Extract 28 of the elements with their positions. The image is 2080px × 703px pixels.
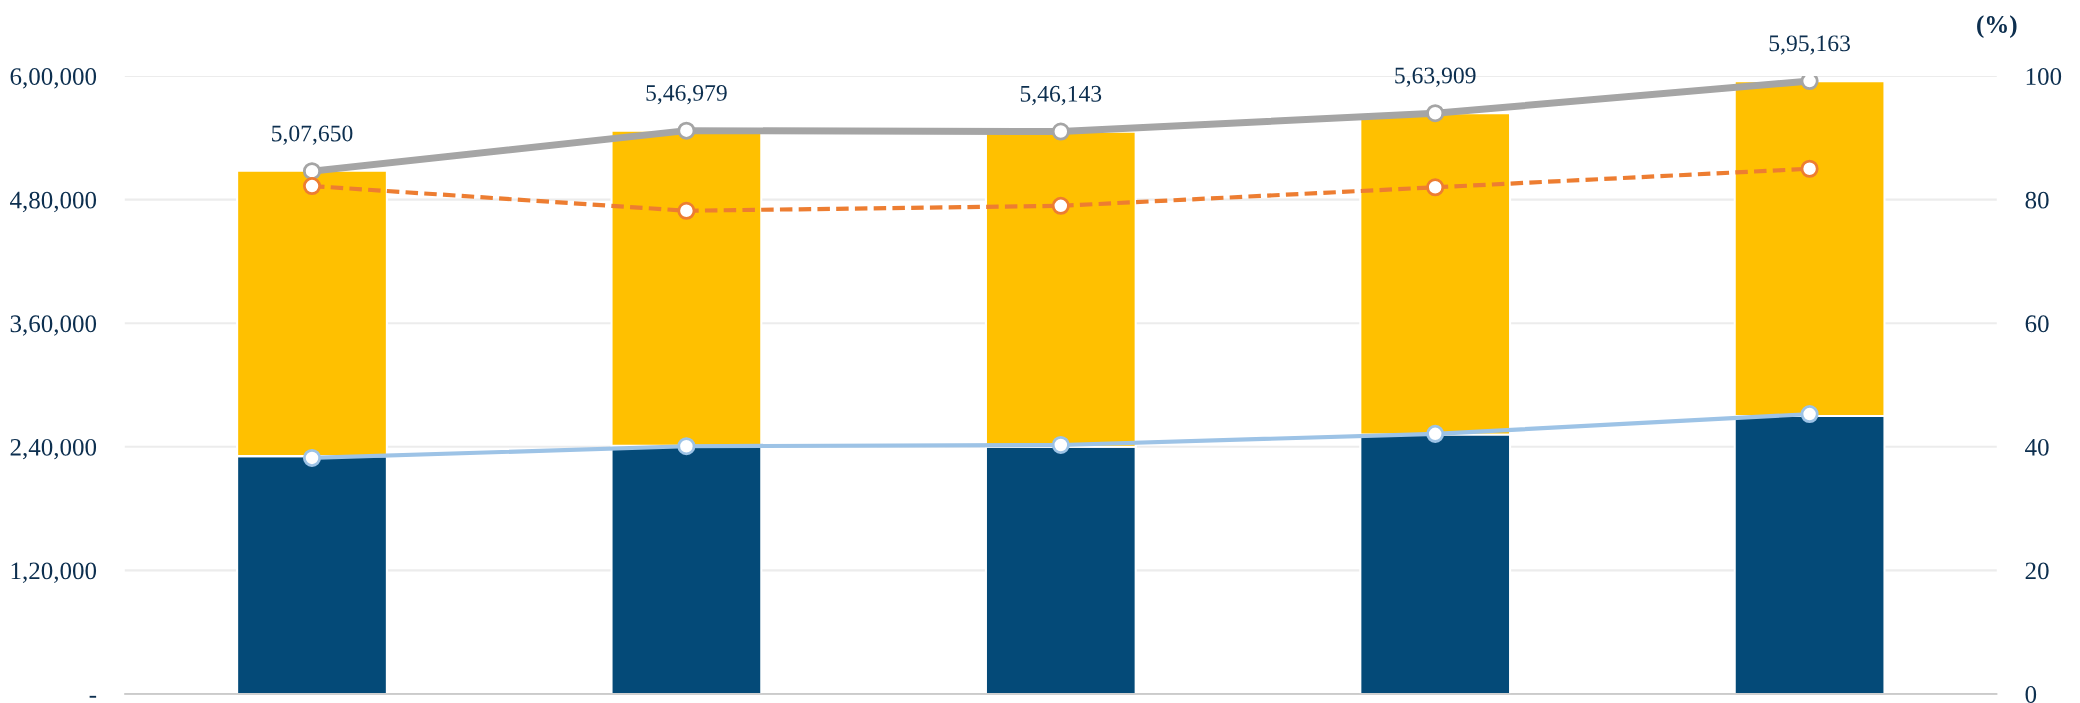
point bbox=[1051, 196, 1070, 215]
point bbox=[677, 201, 696, 220]
point bbox=[1051, 435, 1070, 454]
y-tick-label: - bbox=[89, 695, 97, 698]
y-tick-label: 2,40,000 bbox=[10, 438, 97, 460]
y2-axis-title: (%) bbox=[1977, 15, 2017, 38]
point bbox=[677, 437, 696, 456]
data-label: 5,95,163 bbox=[1769, 35, 1850, 55]
data-label: 5,46,979 bbox=[646, 85, 727, 105]
data-label: 5,07,650 bbox=[272, 125, 353, 145]
data-label: 5,63,909 bbox=[1395, 67, 1476, 87]
point bbox=[1426, 424, 1445, 443]
point bbox=[1426, 178, 1445, 197]
y-tick-label: 1,20,000 bbox=[11, 562, 97, 583]
y-tick-label: 6,00,000 bbox=[10, 68, 97, 89]
y2-tick-label: 40 bbox=[2025, 438, 2049, 456]
y2-tick-label: 20 bbox=[2025, 562, 2049, 580]
y2-tick-label: 100 bbox=[2026, 68, 2062, 85]
y2-tick-label: 60 bbox=[2025, 315, 2049, 333]
point bbox=[1800, 159, 1819, 178]
y-tick-label: 3,60,000 bbox=[10, 315, 97, 336]
point bbox=[1800, 405, 1819, 424]
y2-tick-label: 0 bbox=[2025, 686, 2037, 703]
data-label: 5,46,143 bbox=[1020, 85, 1102, 106]
point bbox=[302, 448, 322, 467]
y-tick-label: 4,80,000 bbox=[10, 191, 97, 213]
y2-tick-label: 80 bbox=[2025, 191, 2049, 209]
point bbox=[302, 177, 322, 196]
